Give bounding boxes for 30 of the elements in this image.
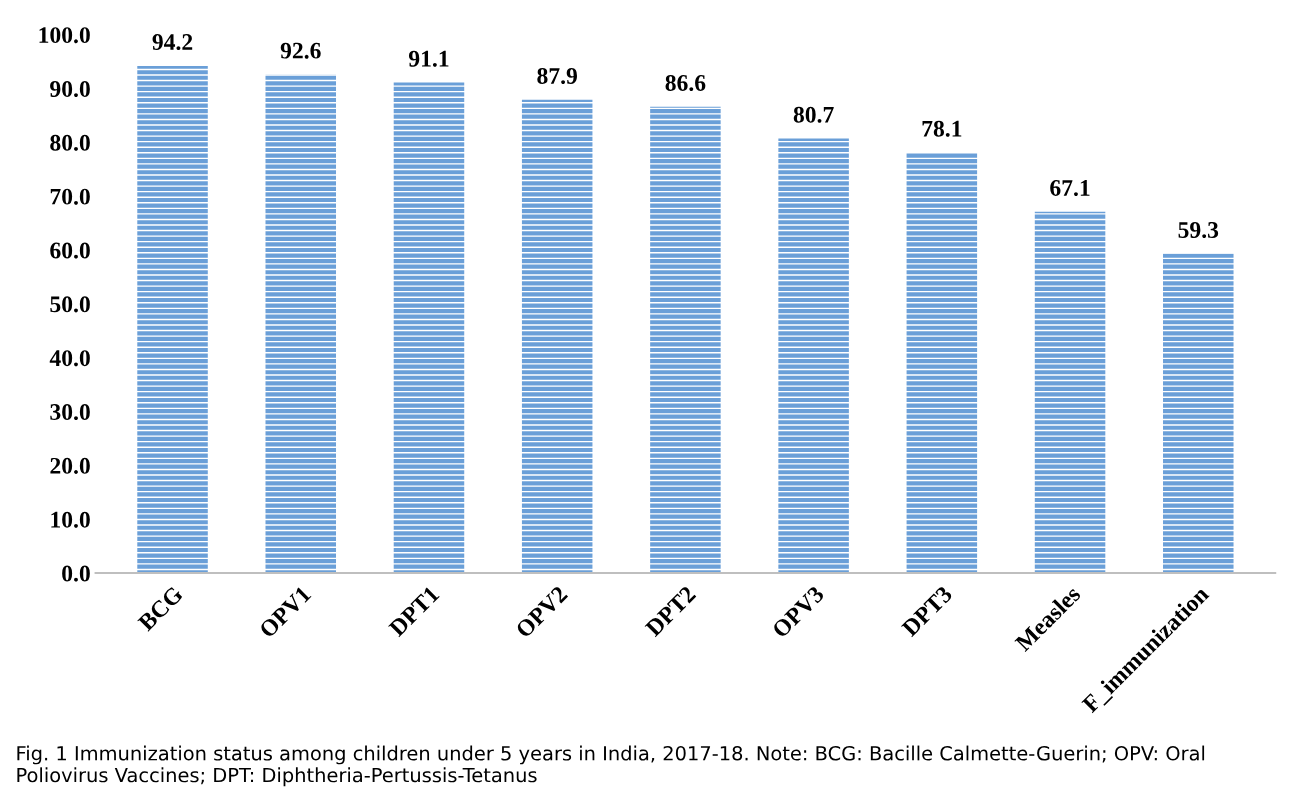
bar	[137, 65, 208, 574]
data-label: 92.6	[280, 42, 321, 59]
bar	[650, 106, 721, 574]
y-tick-label: 60.0	[50, 242, 90, 259]
bar	[521, 99, 593, 574]
bar	[1034, 211, 1106, 574]
y-tick-label: 80.0	[50, 134, 90, 151]
data-label: 87.9	[537, 67, 577, 84]
y-tick-label: 90.0	[50, 80, 90, 98]
bar	[393, 82, 465, 574]
data-label: 86.6	[665, 74, 706, 91]
data-label: 91.1	[408, 50, 449, 67]
data-label: 80.7	[793, 106, 834, 123]
y-tick-label: 30.0	[50, 404, 90, 421]
data-label: 67.1	[1050, 180, 1090, 196]
data-label: 59.3	[1178, 222, 1219, 238]
bar	[778, 138, 849, 574]
data-label: 78.1	[922, 120, 962, 137]
bar	[1163, 253, 1234, 574]
bar	[265, 74, 337, 574]
y-tick-label: 40.0	[49, 350, 90, 367]
bar	[906, 152, 978, 574]
y-tick-label: 20.0	[50, 457, 90, 474]
y-tick-label: 100.0	[39, 27, 90, 44]
y-tick-label: 70.0	[50, 188, 90, 205]
caption: Fig. 1 Immunization status among children under 5 years in India, 2017-18. Note: BCG: Bacille Calmette-Guerin; OPV: Oral Poliovirus Vaccines; DPT: Diphtheria-Pertussis-Tetanus	[17, 745, 1205, 787]
y-tick-label: 10.0	[51, 511, 90, 528]
y-tick-label: 0.0	[62, 565, 90, 582]
y-tick-label: 50.0	[50, 296, 90, 313]
data-label: 94.2	[152, 34, 193, 51]
